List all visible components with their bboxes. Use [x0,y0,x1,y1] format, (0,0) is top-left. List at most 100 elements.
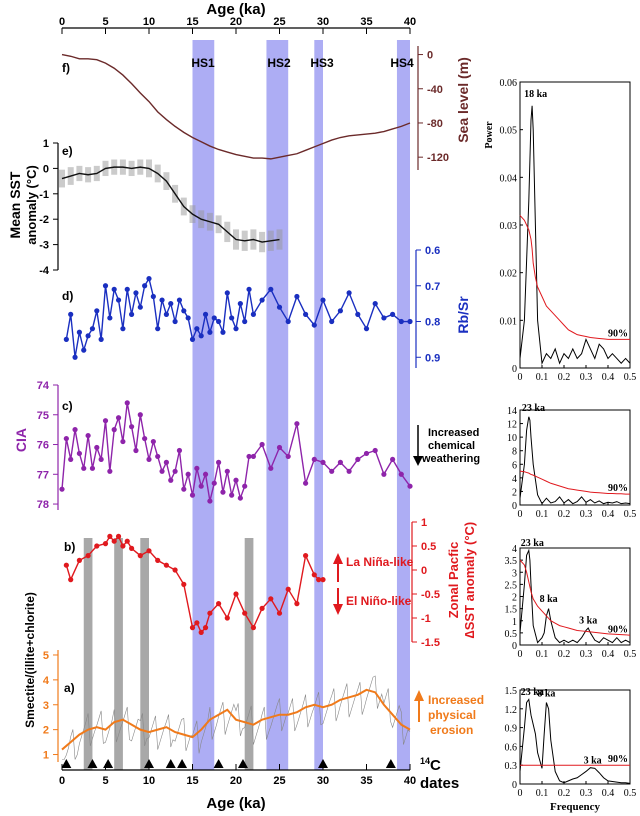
c14-date-marker [165,759,176,768]
chem-text-1: Increased [428,427,479,439]
data-point-c [250,453,256,460]
y-tick-label-spectrum-a: 0.9 [505,724,518,735]
confidence-line-spectrum-c [519,470,630,495]
erosion-text-2: physical [428,708,476,722]
y-tick-label-a: 1 [43,750,49,762]
y-tick-label-b: -0.5 [421,589,440,601]
y-tick-label-spectrum-c: 2 [512,487,517,498]
data-point-b [194,620,200,626]
c14-date-marker [61,759,72,768]
top-x-tick-label: 35 [360,16,372,28]
data-point-d [94,308,100,314]
data-point-c [59,486,65,492]
data-point-c [202,471,209,477]
data-point-c [81,465,87,471]
series-line-e [61,166,280,243]
data-point-d [181,308,187,314]
bottom-x-tick-label: 25 [273,775,285,787]
data-point-c [303,480,309,486]
data-point-c [115,415,122,421]
y-tick-label-spectrum-a: 0.6 [505,742,518,753]
data-point-c [285,453,291,460]
y-tick-label-b: -1 [421,613,431,625]
y-axis-label-spectrum-d: Power [484,121,495,149]
y-tick-label-d: 0.7 [425,281,440,293]
cia-axis-label: CIA [13,428,29,452]
sst-axis-label-2: anomaly (°C) [24,165,39,245]
data-point-d [150,293,156,300]
x-tick-label-spectrum-d: 0.5 [624,372,637,383]
y-tick-label-f: -40 [427,84,443,96]
y-tick-label-c: 75 [37,410,49,422]
data-point-b [68,577,74,583]
data-point-c [363,450,370,457]
data-point-c [129,424,135,430]
top-x-tick-label: 25 [273,16,285,28]
y-tick-label-spectrum-b: 2 [512,593,517,604]
x-tick-label-spectrum-c: 0.5 [624,509,637,520]
data-point-d [224,290,230,296]
el-nino-arrow-icon [333,588,343,615]
bottom-x-tick-label: 15 [186,775,198,787]
data-point-b [107,533,113,540]
data-point-c [233,477,239,483]
data-point-d [407,318,413,325]
top-x-tick-label: 0 [59,16,65,28]
data-point-c [94,444,100,451]
data-point-d [142,283,148,289]
heinrich-bands [192,40,410,770]
y-tick-label-f: -80 [427,118,443,130]
data-point-c [111,427,117,433]
data-point-d [320,297,326,303]
data-point-d [246,286,252,292]
x-tick-label-spectrum-c: 0.4 [602,509,615,520]
x-tick-label-spectrum-a: 0.3 [580,788,593,799]
hs3-label: HS3 [310,56,334,70]
y-tick-label-b: 1 [421,517,427,529]
x-tick-label-spectrum-d: 0.4 [602,372,615,383]
y-tick-label-b: -1.5 [421,637,440,649]
peak-label-spectrum-b: 3 ka [579,616,597,627]
y-tick-label-spectrum-d: 0.06 [500,78,518,89]
data-point-b [146,548,152,554]
x-tick-label-spectrum-a: 0.5 [624,788,637,799]
data-point-b [181,581,187,588]
axes: 005510101515202025253030353540400-40-80-… [37,16,637,813]
data-point-d [202,311,209,317]
data-point-d [68,311,74,317]
peak-label-spectrum-a: 8 ka [537,689,555,700]
y-tick-label-spectrum-b: 1.5 [505,605,518,616]
data-point-d [168,301,174,307]
data-point-d [211,315,217,321]
y-tick-label-b: 0.5 [421,541,436,553]
data-point-d [237,301,243,307]
data-point-b [76,557,82,564]
panel-label-a: a) [64,681,75,695]
bottom-x-tick-label: 30 [317,775,329,787]
y-tick-label-e: -1 [39,189,49,201]
hs2-label: HS2 [267,56,291,70]
confidence-label-spectrum-b: 90% [608,624,628,635]
y-tick-label-spectrum-b: 4 [512,544,517,555]
x-tick-label-spectrum-c: 0 [518,509,523,520]
y-tick-label-spectrum-b: 3 [512,568,517,579]
data-point-d [329,318,335,325]
data-point-b [303,553,309,559]
y-tick-label-spectrum-d: 0.02 [500,269,518,280]
confidence-line-spectrum-b [519,559,631,636]
data-point-c [346,468,352,474]
data-point-d [390,311,396,317]
data-point-d [72,354,78,360]
bottom-x-tick-label: 35 [360,775,372,787]
data-point-d [311,322,317,328]
x-axis-label-spectrum-a: Frequency [550,801,600,813]
grey-band-1 [83,538,93,770]
y-tick-label-spectrum-b: 2.5 [505,580,518,591]
confidence-label-spectrum-a: 90% [608,754,628,765]
x-tick-label-spectrum-c: 0.3 [580,509,593,520]
data-point-b [224,615,230,621]
raw-clay-ratio-line [62,675,411,760]
data-point-c [163,459,169,465]
data-point-c [89,465,96,471]
